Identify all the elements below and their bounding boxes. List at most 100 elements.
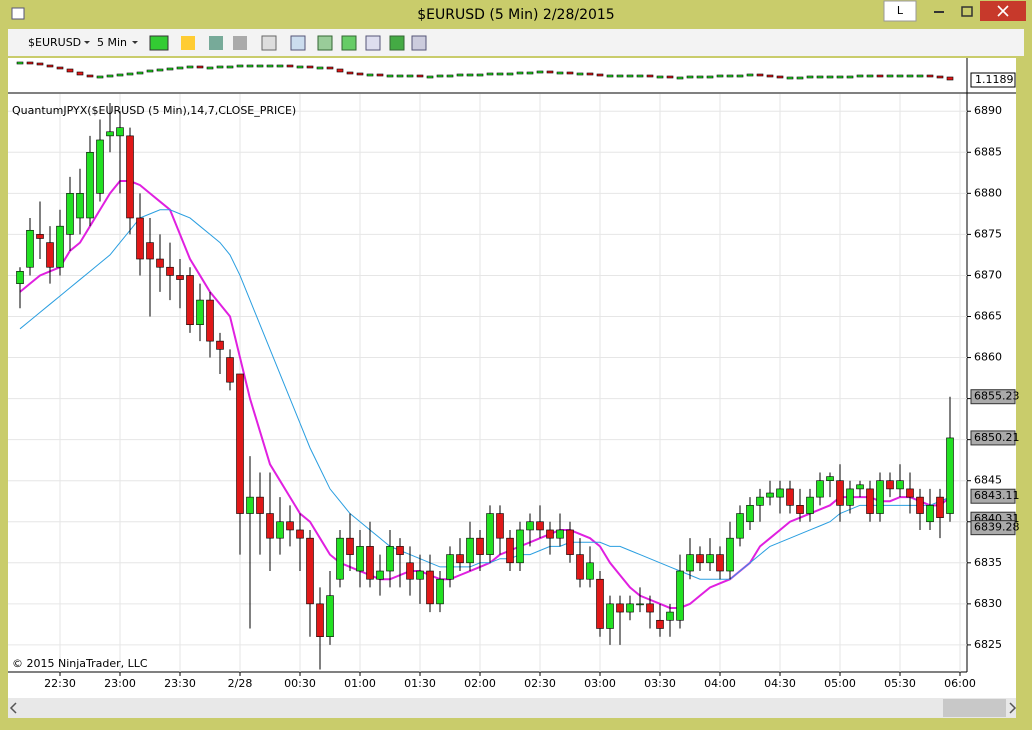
candle-body	[746, 505, 754, 523]
candle-body	[476, 537, 484, 555]
candle-body	[316, 603, 324, 637]
draw-button[interactable]	[181, 36, 195, 50]
mini-candle	[156, 68, 164, 72]
select-button[interactable]	[261, 35, 277, 51]
mini-candle	[216, 65, 224, 69]
toolbar	[8, 29, 1024, 56]
strategy-button[interactable]	[365, 35, 381, 51]
mini-candle	[906, 74, 914, 78]
zoom-button[interactable]	[290, 35, 306, 51]
y-tick-label: 6875	[974, 227, 1002, 240]
mini-candle	[306, 65, 314, 69]
mini-candle	[326, 66, 334, 70]
mini-candle	[256, 64, 264, 68]
mini-candle	[426, 75, 434, 79]
mini-candle	[946, 76, 954, 81]
mini-candle	[116, 73, 124, 77]
mini-candle	[416, 74, 424, 78]
mini-candle	[746, 73, 754, 77]
price-marker: 6839.28	[974, 521, 1020, 534]
mini-candle	[346, 71, 354, 75]
properties-button[interactable]	[411, 35, 427, 51]
mini-candle	[376, 73, 384, 77]
close-icon	[997, 5, 1009, 17]
mini-candle	[786, 76, 794, 80]
candle-body	[136, 217, 144, 260]
mini-candle	[36, 62, 44, 66]
indicator-line	[19, 209, 951, 580]
x-tick-label: 06:00	[944, 677, 976, 690]
scroll-right[interactable]	[1009, 702, 1017, 714]
chart-area	[8, 58, 1016, 700]
indicator-button[interactable]	[341, 35, 357, 51]
candle-body	[926, 505, 934, 523]
interval-selector[interactable]: 5 Min	[97, 36, 127, 49]
candle-body	[306, 537, 314, 605]
candle-body	[196, 299, 204, 326]
tool-button[interactable]	[233, 36, 247, 50]
mini-candle	[106, 74, 114, 78]
order-button[interactable]	[389, 35, 405, 51]
candle-body	[86, 151, 94, 219]
app-icon	[11, 7, 25, 20]
scroll-left[interactable]	[9, 702, 17, 714]
mini-candle	[386, 74, 394, 78]
price-marker-box	[970, 430, 1016, 446]
x-tick-label: 04:00	[704, 677, 736, 690]
candle-body	[656, 619, 664, 629]
y-tick-label: 6835	[974, 556, 1002, 569]
maximize-button[interactable]	[961, 6, 973, 17]
mini-candle	[246, 64, 254, 68]
candle-body	[166, 266, 174, 276]
tool-button[interactable]	[209, 36, 223, 50]
price-marker-box	[970, 389, 1016, 405]
candle-body	[816, 480, 824, 498]
mini-candle	[546, 70, 554, 74]
y-tick-label: 6885	[974, 145, 1002, 158]
candle-body	[106, 131, 114, 137]
x-tick-label: 22:30	[44, 677, 76, 690]
x-tick-label: 03:30	[644, 677, 676, 690]
candle-body	[416, 570, 424, 580]
scrollbar[interactable]	[8, 698, 1016, 718]
candle-body	[896, 480, 904, 490]
candle-body	[396, 546, 404, 555]
candle-body	[296, 529, 304, 539]
candle-body	[56, 225, 64, 268]
candle-body	[706, 554, 714, 564]
mini-candle	[496, 72, 504, 76]
candle-body	[46, 242, 54, 268]
chart-style-button[interactable]	[149, 35, 169, 51]
mini-candle	[516, 71, 524, 75]
candle-body	[876, 480, 884, 514]
price-marker: 6850.21	[974, 431, 1020, 444]
candle-body	[936, 496, 944, 518]
mini-candle	[66, 68, 74, 73]
mini-candle	[166, 67, 174, 71]
mini-candle	[26, 61, 34, 65]
mini-candle	[396, 74, 404, 78]
instrument-selector[interactable]: $EURUSD	[28, 36, 81, 49]
link-button[interactable]	[883, 0, 917, 22]
candle-body	[266, 513, 274, 539]
scrollbar-thumb[interactable]	[943, 699, 1006, 717]
mini-candle	[896, 74, 904, 78]
y-tick-label: 6860	[974, 351, 1002, 364]
candle-body	[486, 513, 494, 555]
mini-candle	[176, 66, 184, 70]
candle-body	[326, 595, 334, 637]
mini-candle	[536, 70, 544, 74]
x-tick-label: 03:00	[584, 677, 616, 690]
x-tick-label: 05:00	[824, 677, 856, 690]
tool-button[interactable]	[317, 35, 333, 51]
mini-candle	[286, 64, 294, 68]
candle-body	[236, 373, 244, 514]
mini-candle	[86, 74, 94, 78]
candle-body	[256, 496, 264, 514]
candle-body	[886, 480, 894, 490]
mini-candle	[646, 74, 654, 78]
candle-body	[406, 562, 414, 580]
mini-candle	[486, 72, 494, 76]
candle-body	[916, 496, 924, 514]
